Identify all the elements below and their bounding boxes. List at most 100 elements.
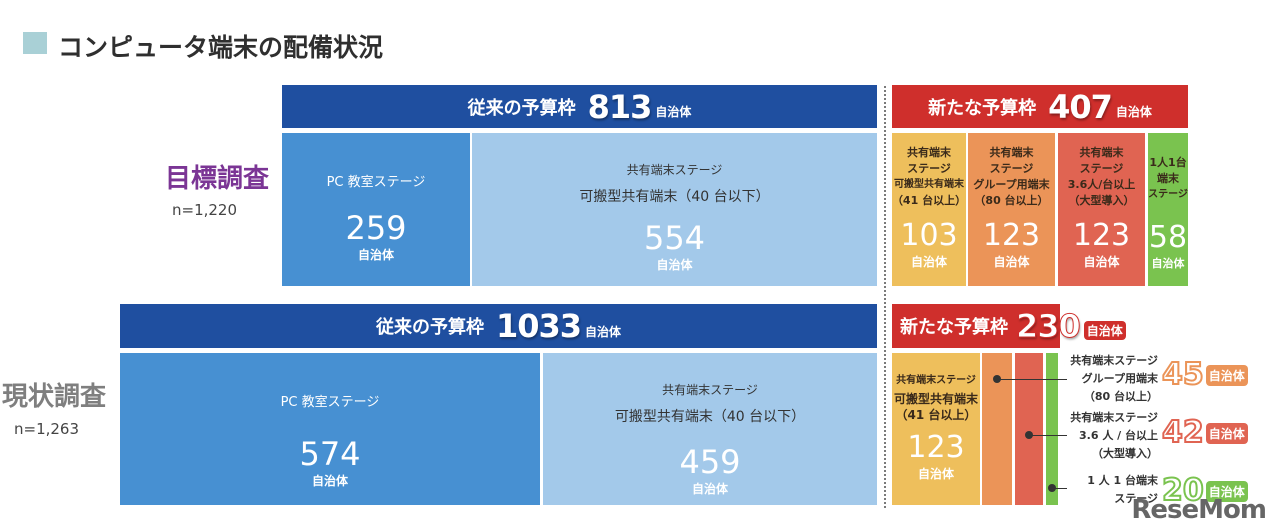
- stage-value: 574: [299, 435, 361, 473]
- stage-label: 共有端末ステージ: [662, 383, 758, 397]
- cell-unit: 自治体: [1151, 257, 1185, 270]
- callout-line: ステージ: [1114, 492, 1158, 505]
- stage-sub-label: 可搬型共有端末（40 台以下）: [614, 409, 806, 425]
- callout-one-per-person-text: 1 人 1 台端末 ステージ: [1068, 472, 1158, 508]
- callout-leader-line: [1029, 435, 1067, 436]
- current-conventional-header: 従来の予算枠 1033 自治体: [120, 304, 877, 348]
- callout-unit: 自治体: [1205, 422, 1248, 444]
- target-new-cell-group: 共有端末 ステージ グループ用端末 （80 台以上） 123 自治体: [968, 133, 1055, 286]
- callout-unit: 自治体: [1205, 480, 1248, 502]
- cell-line: グループ用端末: [973, 178, 1050, 191]
- header-label: 新たな予算枠: [900, 317, 1008, 338]
- cell-line: （80 台以上）: [974, 194, 1049, 207]
- stage-value: 459: [679, 443, 741, 481]
- cell-unit: 自治体: [917, 467, 954, 481]
- current-pc-stage-cell: PC 教室ステージ 574 自治体: [120, 353, 540, 505]
- target-new-header: 新たな予算枠 407 自治体: [892, 85, 1188, 128]
- stage-unit: 自治体: [691, 482, 728, 496]
- section-divider: [884, 86, 886, 508]
- target-shared-stage-cell: 共有端末ステージ 可搬型共有端末（40 台以下） 554 自治体: [472, 133, 877, 286]
- stage-label: 共有端末ステージ: [626, 163, 723, 177]
- cell-value: 123: [907, 430, 965, 465]
- callout-line: 共有端末ステージ: [1070, 411, 1158, 424]
- cell-unit: 自治体: [1083, 255, 1120, 269]
- target-conventional-header: 従来の予算枠 813 自治体: [282, 85, 877, 128]
- target-new-cell-large: 共有端末 ステージ 3.6人/台以上 （大型導入） 123 自治体: [1058, 133, 1145, 286]
- cell-unit: 自治体: [910, 255, 947, 269]
- callout-line: 3.6 人 / 台以上: [1079, 429, 1158, 442]
- header-label: 従来の予算枠: [375, 317, 484, 338]
- callout-value: 42: [1161, 415, 1205, 450]
- callout-value: 20: [1161, 473, 1205, 508]
- cell-line: 3.6人/台以上: [1067, 178, 1136, 191]
- header-label: 新たな予算枠: [928, 97, 1037, 119]
- current-new-bar-large: [1015, 353, 1043, 505]
- stage-unit: 自治体: [357, 248, 394, 262]
- callout-leader-line: [997, 379, 1067, 380]
- cell-line: ステージ: [1148, 189, 1188, 200]
- cell-line: （41 台以上）: [895, 408, 977, 422]
- current-new-cell-portable: 共有端末ステージ 可搬型共有端末 （41 台以上） 123 自治体: [892, 353, 980, 505]
- callout-unit: 自治体: [1205, 364, 1248, 386]
- header-total: 230: [1016, 307, 1082, 346]
- stage-value: 554: [643, 219, 706, 257]
- cell-value: 58: [1148, 220, 1188, 255]
- stage-unit: 自治体: [656, 258, 693, 272]
- callout-group-text: 共有端末ステージ グループ用端末 （80 台以上）: [1068, 352, 1158, 406]
- callout-large-text: 共有端末ステージ 3.6 人 / 台以上 （大型導入）: [1068, 409, 1158, 463]
- cell-line: （大型導入）: [1068, 194, 1135, 207]
- current-new-header: 新たな予算枠 230 自治体: [892, 304, 1126, 348]
- resemom-logo: ReseMom: [1131, 495, 1267, 525]
- current-shared-stage-cell: 共有端末ステージ 可搬型共有端末（40 台以下） 459 自治体: [543, 353, 877, 505]
- cell-line: 共有端末: [1079, 146, 1124, 159]
- target-new-cell-portable: 共有端末 ステージ 可搬型共有端末 （41 台以上） 103 自治体: [892, 133, 966, 286]
- cell-line: 共有端末: [989, 146, 1034, 159]
- cell-value: 123: [1072, 218, 1131, 253]
- header-unit: 自治体: [655, 105, 692, 119]
- header-total: 1033: [495, 307, 582, 345]
- current-survey-n: n=1,263: [14, 420, 80, 438]
- callout-line: （80 台以上）: [1083, 390, 1158, 403]
- target-new-cell-one-per-person: 1人1台 端末 ステージ 58 自治体: [1148, 133, 1188, 286]
- cell-line: 共有端末: [907, 146, 951, 159]
- header-total: 813: [587, 87, 653, 126]
- stage-sub-label: 可搬型共有端末（40 台以下）: [579, 189, 770, 205]
- cell-line: 共有端末ステージ: [896, 375, 976, 386]
- cell-line: ステージ: [989, 162, 1034, 175]
- cell-value: 103: [900, 218, 958, 253]
- stage-value: 259: [345, 209, 407, 247]
- callout-line: 共有端末ステージ: [1070, 354, 1158, 367]
- current-new-bar-one-per-person: [1046, 353, 1058, 505]
- header-unit: 自治体: [1115, 105, 1152, 119]
- page-title: コンピュータ端末の配備状況: [58, 33, 384, 62]
- cell-line: ステージ: [1079, 162, 1124, 175]
- callout-leader-line: [1052, 488, 1067, 489]
- cell-line: 可搬型共有端末: [893, 392, 978, 406]
- callout-line: グループ用端末: [1081, 372, 1158, 385]
- callout-line: （大型導入）: [1092, 447, 1158, 460]
- stage-label: PC 教室ステージ: [280, 395, 380, 410]
- cell-line: ステージ: [907, 162, 951, 175]
- callout-one-per-person-value: 20 自治体: [1161, 473, 1248, 508]
- header-unit: 自治体: [585, 324, 622, 339]
- header-unit: 自治体: [1083, 320, 1126, 340]
- current-survey-label: 現状調査: [2, 382, 107, 412]
- cell-line: 1人1台: [1149, 156, 1187, 169]
- stage-unit: 自治体: [311, 474, 348, 488]
- header-total: 407: [1048, 87, 1113, 126]
- cell-line: 端末: [1157, 172, 1179, 185]
- cell-line: 可搬型共有端末: [894, 179, 964, 190]
- callout-value: 45: [1161, 357, 1205, 392]
- target-survey-n: n=1,220: [172, 201, 238, 219]
- cell-line: （41 台以上）: [891, 194, 967, 207]
- target-pc-stage-cell: PC 教室ステージ 259 自治体: [282, 133, 470, 286]
- callout-group-value: 45 自治体: [1161, 357, 1248, 392]
- stage-label: PC 教室ステージ: [326, 175, 426, 190]
- cell-value: 123: [982, 218, 1041, 253]
- callout-large-value: 42 自治体: [1161, 415, 1248, 450]
- target-survey-label: 目標調査: [165, 164, 270, 194]
- callout-line: 1 人 1 台端末: [1087, 474, 1158, 487]
- cell-unit: 自治体: [993, 255, 1030, 269]
- title-square-icon: [23, 32, 47, 54]
- header-label: 従来の予算枠: [467, 97, 576, 119]
